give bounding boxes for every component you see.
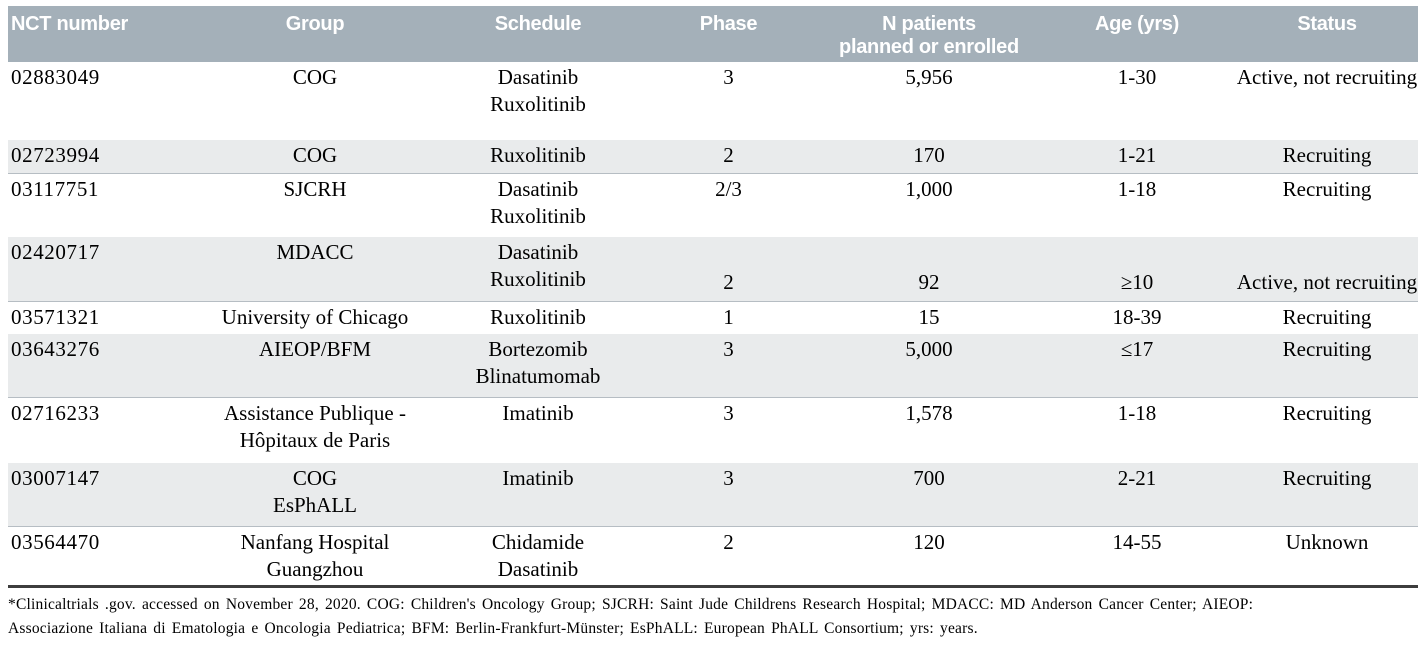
- table-row: 02420717 MDACC Dasatinib Ruxolitinib 2 92 ≥10…: [8, 237, 1418, 302]
- cell-nct-number: 02420717: [8, 237, 191, 302]
- cell-nct-number: 03643276: [8, 334, 191, 398]
- cell-nct-number: 02723994: [8, 140, 191, 174]
- cell-n-patients: 120: [820, 526, 1038, 588]
- cell-nct-number: 03571321: [11, 304, 100, 329]
- table-row: 02723994 COG Ruxolitinib 2 170 1-21 Recruiting: [8, 140, 1418, 174]
- cell-group: AIEOP/BFM: [191, 334, 439, 398]
- column-header-phase: Phase: [637, 6, 820, 62]
- cell-phase: 3: [637, 334, 820, 398]
- cell-n-patients: 700: [820, 463, 1038, 527]
- column-header-n-patients: N patients planned or enrolled: [820, 6, 1038, 62]
- cell-group: COG: [292, 65, 338, 89]
- cell-nct-number: 03117751: [11, 176, 100, 201]
- cell-status: Unknown: [1236, 526, 1418, 588]
- cell-group: SJCRH: [283, 176, 347, 201]
- cell-nct-number: 03007147: [8, 463, 191, 527]
- cell-group: Nanfang Hospital Guangzhou: [191, 526, 439, 588]
- cell-phase: 3: [637, 463, 820, 527]
- cell-age: 18-39: [1112, 304, 1162, 329]
- cell-schedule: Chidamide Dasatinib: [439, 526, 637, 588]
- cell-n-patients: 5,000: [820, 334, 1038, 398]
- cell-phase: 2: [637, 140, 820, 174]
- column-header-status: Status: [1236, 6, 1418, 62]
- footnote-line-1: *Clinicaltrials .gov. accessed on Novemb…: [8, 595, 1254, 613]
- footnote-line-2: Associazione Italiana di Ematologia e On…: [8, 619, 978, 637]
- cell-n-patients: 1,000: [905, 176, 953, 201]
- cell-status: Active, not recruiting: [1236, 65, 1418, 89]
- cell-schedule: Dasatinib Ruxolitinib: [490, 176, 586, 228]
- cell-group: Assistance Publique - Hôpitaux de Paris: [224, 400, 406, 452]
- column-header-nct-number: NCT number: [8, 6, 191, 62]
- table-row: 03571321 University of Chicago Ruxolitinib…: [8, 301, 1418, 334]
- column-header-schedule: Schedule: [439, 6, 637, 62]
- cell-status: Recruiting: [1236, 463, 1418, 527]
- cell-age: 14-55: [1038, 526, 1236, 588]
- table-header-row: NCT number Group Schedule Phase N patients p…: [8, 6, 1418, 62]
- cell-schedule: Ruxolitinib: [490, 304, 586, 329]
- cell-status: Recruiting: [1282, 176, 1372, 201]
- cell-n-patients: 5,956: [905, 65, 953, 89]
- cell-schedule: Imatinib: [502, 400, 574, 425]
- table-row: 02883049 COG Dasatinib Ruxolitinib 3 5,956 1-…: [8, 62, 1418, 140]
- cell-nct-number: 02716233: [11, 400, 100, 425]
- cell-n-patients: 92: [820, 237, 1038, 302]
- cell-n-patients: 15: [918, 304, 940, 329]
- cell-status: Recruiting: [1236, 334, 1418, 398]
- table-footnote: *Clinicaltrials .gov. accessed on Novemb…: [8, 593, 1418, 641]
- cell-group: COG EsPhALL: [191, 463, 439, 527]
- table-row: 03564470 Nanfang Hospital Guangzhou Chidam…: [8, 526, 1418, 588]
- cell-schedule: Dasatinib Ruxolitinib: [490, 65, 586, 116]
- clinical-trials-table: NCT number Group Schedule Phase N patients p…: [8, 6, 1418, 588]
- cell-schedule: Bortezomib Blinatumomab: [439, 334, 637, 398]
- cell-nct-number: 03564470: [8, 526, 191, 588]
- column-header-age: Age (yrs): [1038, 6, 1236, 62]
- cell-phase: 2: [637, 526, 820, 588]
- cell-age: 2-21: [1038, 463, 1236, 527]
- cell-nct-number: 02883049: [11, 65, 100, 89]
- cell-age: 1-30: [1117, 65, 1157, 89]
- cell-schedule: Dasatinib Ruxolitinib: [439, 237, 637, 302]
- cell-group: MDACC: [191, 237, 439, 302]
- cell-age: 1-18: [1117, 176, 1157, 201]
- cell-status: Active, not recruiting: [1236, 237, 1418, 302]
- cell-phase: 2/3: [715, 176, 742, 201]
- column-header-group: Group: [191, 6, 439, 62]
- cell-phase: 2: [637, 237, 820, 302]
- cell-age: ≤17: [1038, 334, 1236, 398]
- cell-phase: 3: [723, 400, 734, 425]
- cell-status: Recruiting: [1236, 140, 1418, 174]
- cell-age: 1-21: [1038, 140, 1236, 174]
- table-row: 02716233 Assistance Publique - Hôpitaux d…: [8, 397, 1418, 463]
- cell-schedule: Imatinib: [439, 463, 637, 527]
- table-row: 03643276 AIEOP/BFM Bortezomib Blinatumomab…: [8, 334, 1418, 398]
- cell-age: ≥10: [1038, 237, 1236, 302]
- cell-phase: 3: [723, 65, 734, 89]
- table-row: 03117751 SJCRH Dasatinib Ruxolitinib 2/3 1,0…: [8, 173, 1418, 237]
- cell-group: COG: [191, 140, 439, 174]
- cell-group: University of Chicago: [221, 304, 409, 329]
- cell-status: Recruiting: [1282, 304, 1372, 329]
- cell-schedule: Ruxolitinib: [439, 140, 637, 174]
- cell-age: 1-18: [1117, 400, 1157, 425]
- cell-n-patients: 170: [820, 140, 1038, 174]
- cell-status: Recruiting: [1282, 400, 1372, 425]
- table-body: 02883049 COG Dasatinib Ruxolitinib 3 5,956 1-…: [8, 62, 1418, 588]
- table-row: 03007147 COG EsPhALL Imatinib 3 700 2-21 Recru…: [8, 463, 1418, 527]
- cell-n-patients: 1,578: [905, 400, 953, 425]
- cell-phase: 1: [723, 304, 734, 329]
